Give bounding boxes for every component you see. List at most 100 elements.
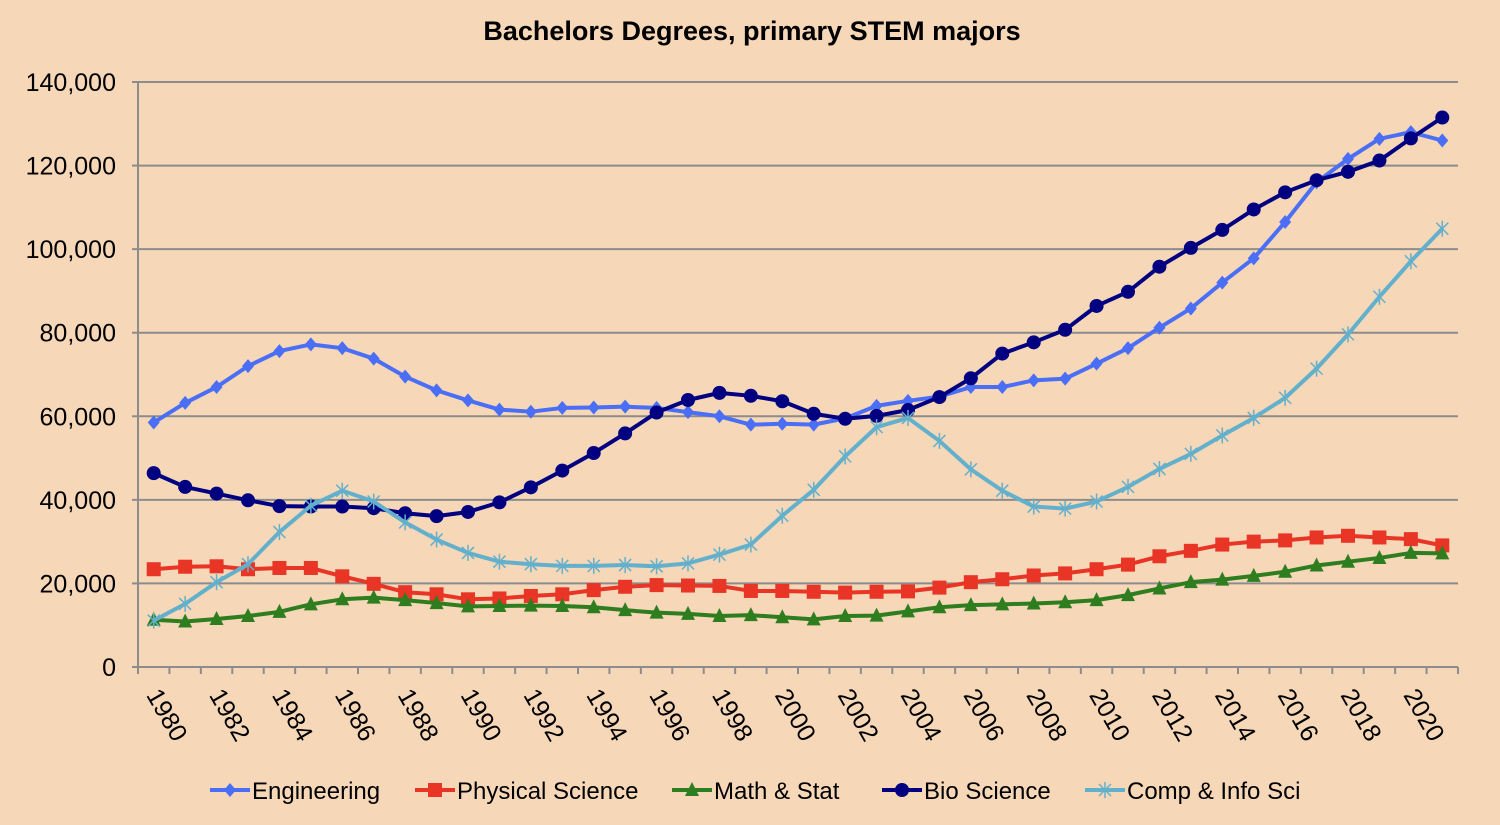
- data-point-engineering: [304, 337, 317, 352]
- data-point-physical-science: [555, 587, 570, 602]
- data-point-bio-science: [712, 385, 727, 400]
- data-point-comp-info-sci: [272, 524, 286, 541]
- data-point-math-stat: [1341, 553, 1355, 568]
- x-axis-ticks: 1980 1982 1984 1986 1988 1990 1992 1994 1996 1998…: [137, 667, 1459, 746]
- data-point-math-stat: [743, 607, 758, 622]
- data-point-math-stat: [1183, 574, 1198, 589]
- data-point-physical-science: [209, 559, 224, 574]
- data-point-math-stat: [461, 598, 475, 613]
- data-point-physical-science: [618, 579, 633, 594]
- x-tick-label: 1986: [329, 684, 381, 746]
- series-engineering: [147, 125, 1449, 432]
- data-point-engineering: [1342, 151, 1354, 166]
- data-point-physical-science: [995, 572, 1010, 587]
- data-point-comp-info-sci: [744, 536, 758, 553]
- data-point-comp-info-sci: [932, 432, 946, 449]
- x-tick-label: 1990: [455, 684, 507, 746]
- data-point-comp-info-sci: [1152, 460, 1166, 477]
- data-point-engineering: [210, 380, 223, 395]
- legend-label: Math & Stat: [714, 778, 840, 805]
- series-line-math-stat: [153, 550, 1443, 624]
- data-point-math-stat: [1246, 567, 1261, 582]
- data-point-physical-science: [178, 559, 193, 574]
- legend-item-comp-info-sci: Comp & Info Sci: [1085, 778, 1300, 805]
- data-point-comp-info-sci: [807, 481, 821, 498]
- data-point-bio-science: [1403, 131, 1418, 146]
- data-point-bio-science: [681, 392, 695, 407]
- data-point-math-stat: [1309, 557, 1324, 572]
- series-physical-science: [146, 528, 1450, 607]
- data-point-bio-science: [1341, 164, 1355, 179]
- data-point-engineering: [682, 405, 694, 420]
- data-point-comp-info-sci: [430, 531, 444, 548]
- data-point-engineering: [1184, 301, 1197, 316]
- data-point-engineering: [430, 383, 443, 398]
- data-point-math-stat: [1121, 587, 1135, 602]
- data-point-bio-science: [1058, 322, 1073, 337]
- data-point-engineering: [399, 369, 412, 384]
- data-point-physical-science: [1152, 549, 1167, 564]
- data-point-math-stat: [335, 591, 350, 606]
- x-tick-label: 2020: [1398, 684, 1450, 746]
- data-point-comp-info-sci: [838, 448, 852, 465]
- x-tick-label: 2018: [1335, 684, 1387, 746]
- data-point-comp-info-sci: [1215, 427, 1229, 444]
- data-point-comp-info-sci: [210, 574, 224, 591]
- data-point-comp-info-sci: [650, 558, 664, 575]
- data-point-engineering: [493, 402, 506, 417]
- x-tick-label: 2000: [769, 684, 821, 746]
- data-point-bio-science: [618, 426, 633, 441]
- data-point-engineering: [776, 416, 789, 431]
- data-point-math-stat: [523, 597, 538, 612]
- data-point-engineering: [556, 400, 569, 415]
- series-bio-science: [146, 110, 1450, 524]
- data-point-comp-info-sci: [775, 507, 789, 524]
- data-point-comp-info-sci: [1090, 493, 1104, 510]
- series-line-engineering: [152, 130, 1443, 427]
- data-point-physical-science: [806, 584, 821, 599]
- data-point-physical-science: [901, 584, 915, 599]
- data-point-math-stat: [681, 605, 695, 620]
- data-point-comp-info-sci: [618, 557, 632, 574]
- data-point-physical-science: [586, 583, 601, 598]
- data-point-engineering: [1247, 251, 1260, 266]
- y-tick-label: 60,000: [40, 403, 116, 431]
- data-point-engineering: [336, 341, 349, 356]
- data-point-comp-info-sci: [524, 556, 538, 573]
- data-point-physical-science: [932, 580, 947, 595]
- data-point-physical-science: [146, 562, 161, 577]
- data-point-physical-science: [1121, 557, 1135, 572]
- data-point-engineering: [1216, 275, 1229, 290]
- data-point-engineering: [1059, 371, 1072, 386]
- legend-item-math-stat: Math & Stat: [672, 778, 840, 805]
- data-point-math-stat: [1372, 549, 1387, 564]
- data-point-engineering: [242, 359, 254, 374]
- data-point-math-stat: [209, 610, 224, 625]
- data-point-bio-science: [429, 509, 444, 524]
- x-tick-label: 2008: [1021, 684, 1073, 746]
- x-tick-label: 1992: [518, 684, 570, 746]
- legend-label: Comp & Info Sci: [1127, 778, 1300, 805]
- data-point-physical-science: [712, 578, 727, 593]
- data-point-math-stat: [1435, 545, 1450, 560]
- data-point-comp-info-sci: [555, 557, 569, 574]
- data-point-bio-science: [209, 486, 224, 501]
- series-group: [146, 110, 1450, 629]
- data-point-physical-science: [838, 585, 853, 600]
- data-point-math-stat: [806, 611, 821, 626]
- data-point-engineering: [1373, 131, 1386, 146]
- data-point-math-stat: [712, 608, 727, 623]
- data-point-physical-science: [681, 578, 695, 593]
- legend-marker: [895, 783, 909, 797]
- x-tick-label: 2002: [832, 684, 884, 746]
- data-point-engineering: [1027, 373, 1040, 388]
- legend-label: Physical Science: [457, 778, 638, 805]
- y-tick-label: 140,000: [26, 69, 116, 97]
- data-point-physical-science: [1089, 562, 1104, 577]
- x-tick-label: 2006: [958, 684, 1010, 746]
- data-point-physical-science: [1278, 533, 1293, 548]
- data-point-bio-science: [1152, 259, 1167, 274]
- data-point-math-stat: [618, 602, 633, 617]
- data-point-math-stat: [932, 599, 947, 614]
- data-point-comp-info-sci: [492, 553, 506, 570]
